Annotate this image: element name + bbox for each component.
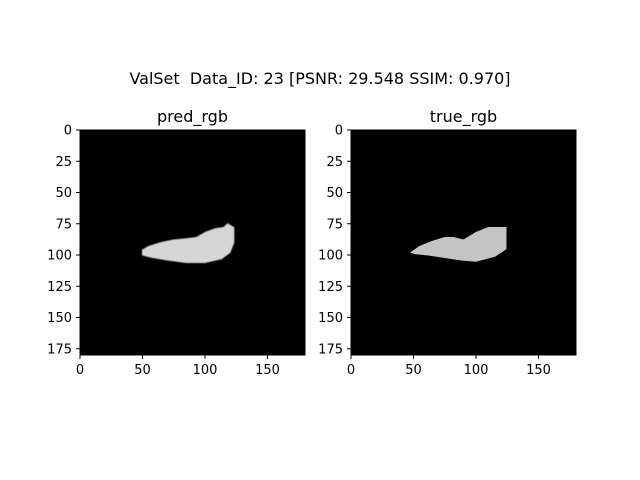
- true-xtick-label: 150: [526, 363, 551, 378]
- true-ytick-label: 125: [318, 280, 343, 295]
- true-xtick-label: 100: [464, 363, 489, 378]
- pred-xtick-label: 150: [255, 363, 280, 378]
- pred-ytick-label: 100: [47, 249, 72, 264]
- true-ytick-label: 50: [326, 186, 343, 201]
- pred-ytick-label: 25: [55, 155, 72, 170]
- true-xtick-label: 50: [405, 363, 422, 378]
- true-panel-title: true_rgb: [430, 107, 497, 127]
- pred-ytick-label: 75: [55, 217, 72, 232]
- pred-ytick-label: 125: [47, 280, 72, 295]
- pred-ytick-label: 0: [64, 124, 72, 139]
- pred-xtick-label: 100: [193, 363, 218, 378]
- pred-ytick-label: 150: [47, 311, 72, 326]
- true-ytick-label: 100: [318, 249, 343, 264]
- pred-xtick-label: 0: [76, 363, 84, 378]
- true-ytick-label: 75: [326, 217, 343, 232]
- true-xtick-label: 0: [347, 363, 355, 378]
- true-ytick-label: 25: [326, 155, 343, 170]
- pred-ytick-label: 50: [55, 186, 72, 201]
- pred-panel-title: pred_rgb: [157, 107, 228, 127]
- true-ytick-label: 150: [318, 311, 343, 326]
- pred-xtick-label: 50: [134, 363, 151, 378]
- true-ytick-label: 0: [335, 124, 343, 139]
- pred-ytick-label: 175: [47, 342, 72, 357]
- true-ytick-label: 175: [318, 342, 343, 357]
